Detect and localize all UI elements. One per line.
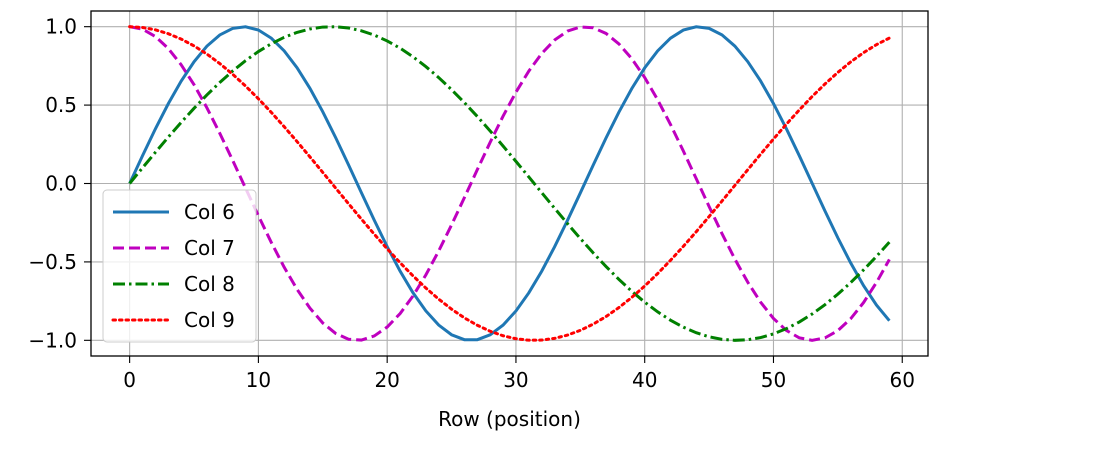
series-line [128, 25, 891, 342]
x-tick-label: 10 [246, 368, 271, 392]
legend-box [102, 189, 257, 343]
y-tick-label: 0.0 [45, 172, 77, 196]
legend-label: Col 6 [184, 200, 235, 224]
y-tick-label: −1.0 [28, 328, 77, 352]
y-tick-label: 1.0 [45, 15, 77, 39]
x-axis-title: Row (position) [438, 407, 581, 431]
x-tick-label: 50 [761, 368, 786, 392]
x-tick-label: 60 [890, 368, 915, 392]
series-line [128, 25, 891, 342]
legend-label: Col 9 [184, 308, 235, 332]
y-tick-label: 0.5 [45, 93, 77, 117]
legend-label: Col 8 [184, 272, 235, 296]
x-tick-label: 20 [374, 368, 399, 392]
series-line [128, 25, 891, 342]
x-tick-label: 30 [503, 368, 528, 392]
legend-label: Col 7 [184, 236, 235, 260]
ticks: 0 10 20 30 40 50 60 1.0 0.5 0.0 −0.5 −1.0 [28, 15, 915, 392]
y-tick-label: −0.5 [28, 250, 77, 274]
x-tick-label: 40 [632, 368, 657, 392]
x-tick-label: 0 [123, 368, 136, 392]
legend: Col 6 Col 7 Col 8 Col 9 [102, 189, 257, 343]
